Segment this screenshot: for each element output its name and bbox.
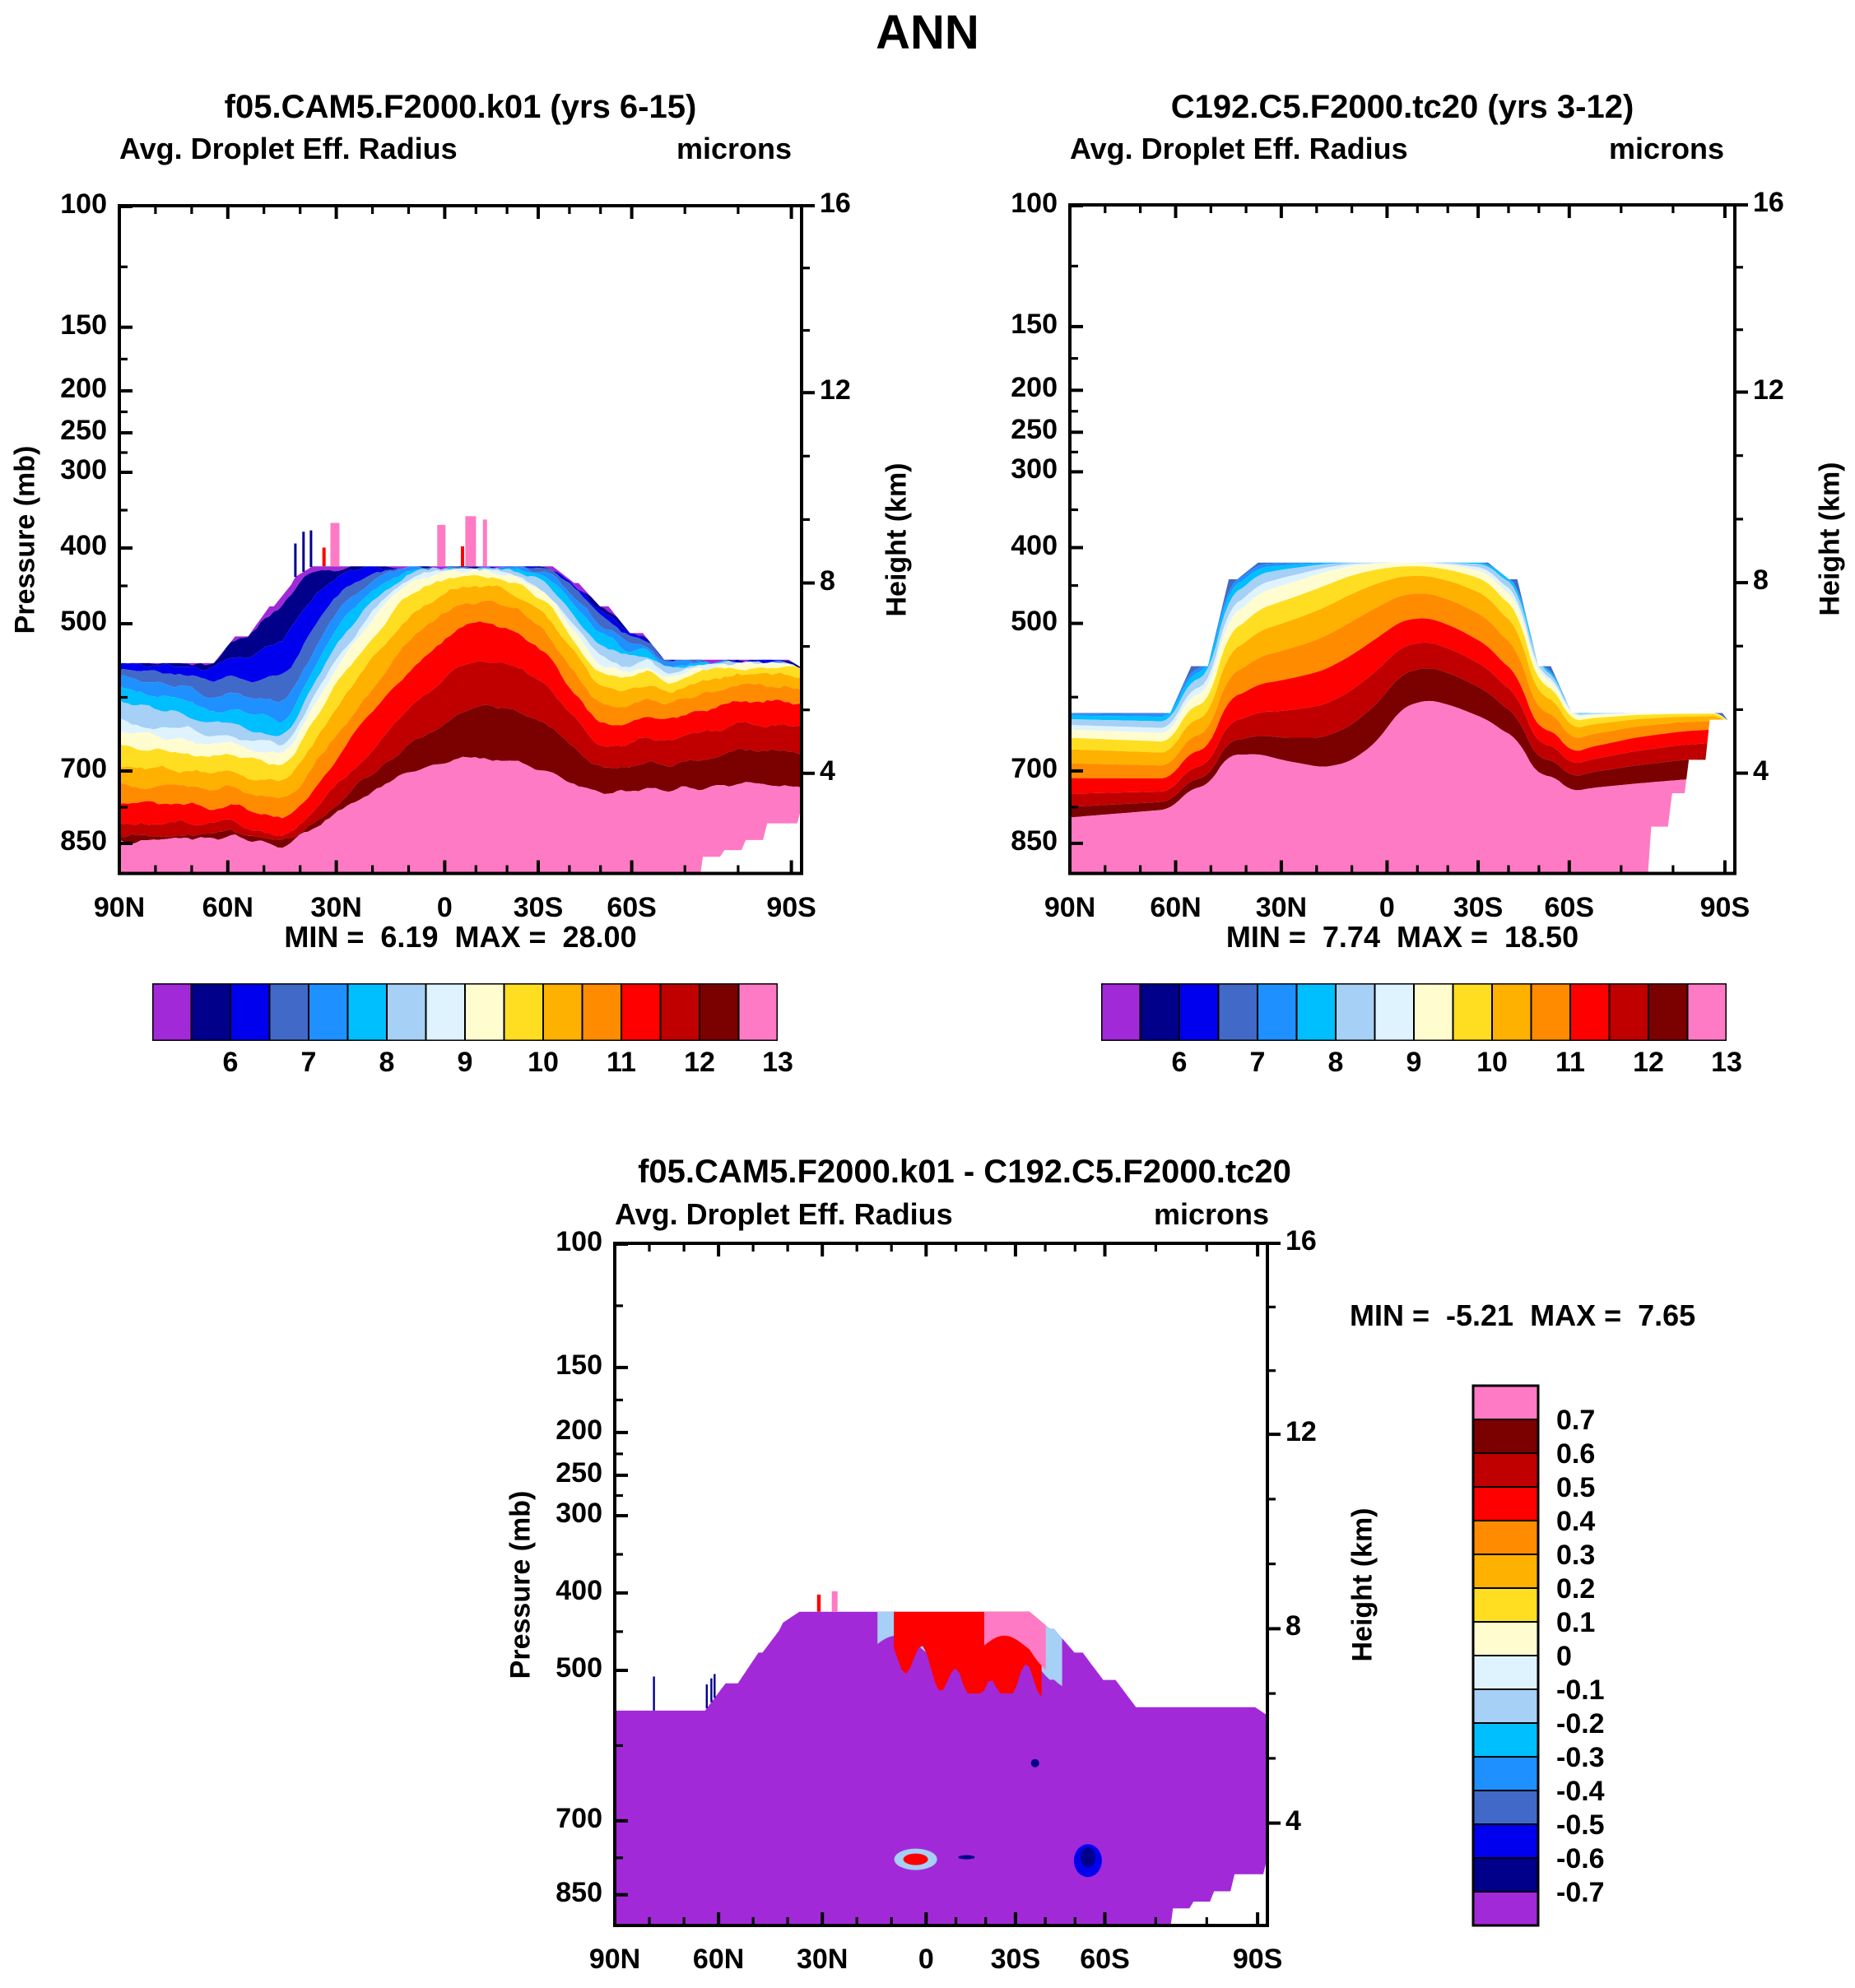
svg-text:0: 0 (1556, 1641, 1572, 1672)
svg-text:-0.3: -0.3 (1556, 1742, 1605, 1773)
svg-text:-0.7: -0.7 (1556, 1877, 1605, 1908)
svg-text:-0.2: -0.2 (1556, 1708, 1605, 1740)
svg-text:0.7: 0.7 (1556, 1405, 1595, 1436)
svg-text:0.5: 0.5 (1556, 1472, 1595, 1503)
svg-text:-0.6: -0.6 (1556, 1843, 1605, 1874)
svg-text:-0.5: -0.5 (1556, 1809, 1605, 1841)
svg-text:-0.1: -0.1 (1556, 1674, 1605, 1706)
svg-text:0.4: 0.4 (1556, 1506, 1595, 1537)
svg-text:0.2: 0.2 (1556, 1573, 1595, 1605)
svg-text:-0.4: -0.4 (1556, 1776, 1605, 1807)
svg-text:0.1: 0.1 (1556, 1607, 1595, 1638)
svg-text:0.6: 0.6 (1556, 1438, 1595, 1470)
svg-text:0.3: 0.3 (1556, 1540, 1595, 1571)
